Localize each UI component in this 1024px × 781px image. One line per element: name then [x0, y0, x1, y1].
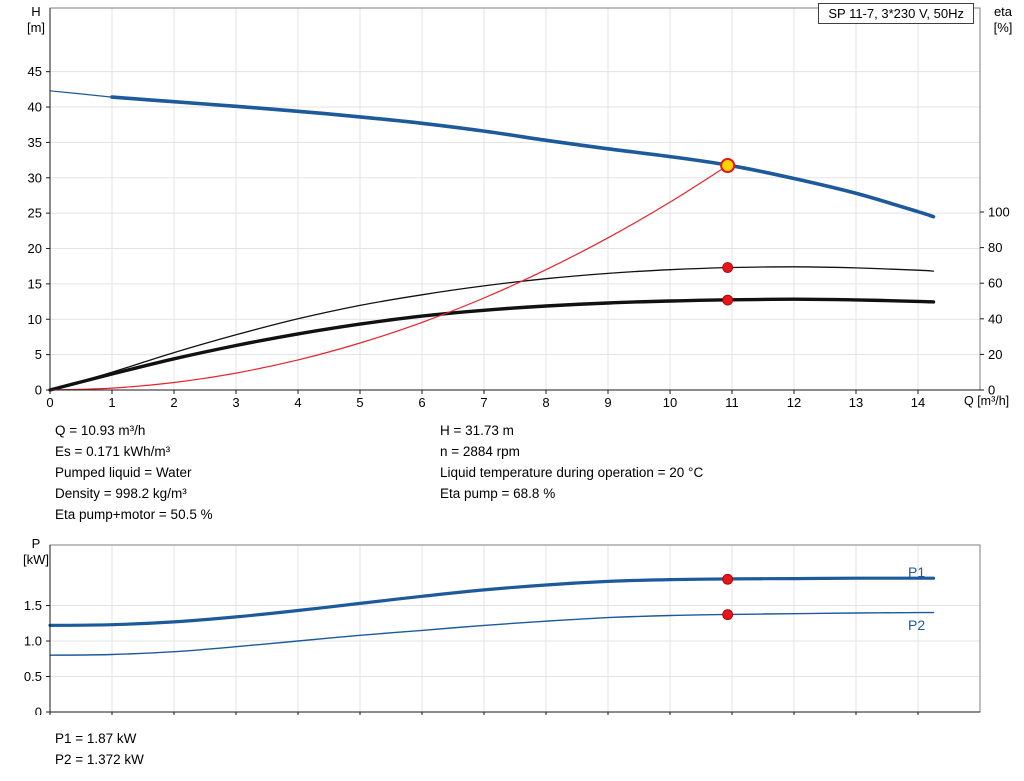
svg-text:1.0: 1.0 [24, 634, 42, 649]
annotation-head: H = 31.73 m [440, 423, 514, 438]
hq-curve [110, 95, 936, 219]
h-axis-unit: [m] [26, 20, 46, 35]
svg-text:0: 0 [46, 395, 53, 410]
svg-text:11: 11 [725, 395, 739, 410]
q-axis-label: Q [m³/h] [964, 394, 1010, 408]
p1-point [722, 573, 734, 585]
annotation-speed: n = 2884 rpm [440, 444, 520, 459]
svg-text:25: 25 [28, 206, 42, 221]
svg-text:40: 40 [28, 100, 42, 115]
svg-text:14: 14 [911, 395, 925, 410]
svg-text:80: 80 [988, 240, 1002, 255]
svg-text:1.5: 1.5 [24, 598, 42, 613]
svg-text:10: 10 [28, 312, 42, 327]
plot-border [49, 7, 981, 391]
svg-text:0: 0 [988, 383, 995, 398]
axes [49, 8, 980, 391]
annotation-liquid-temperature: Liquid temperature during operation = 20… [440, 465, 704, 480]
annotation-density: Density = 998.2 kg/m³ [55, 486, 187, 501]
svg-text:1: 1 [108, 395, 115, 410]
p2-series-label: P2 [908, 617, 926, 633]
power-chart: 0 0.5 1.0 1.5 [24, 544, 981, 716]
svg-text:0.5: 0.5 [24, 669, 42, 684]
p1-series-label: P1 [908, 564, 926, 580]
p2-point [722, 609, 734, 621]
p1-curve [48, 576, 936, 627]
annotation-specific-energy: Es = 0.171 kWh/m³ [55, 444, 171, 459]
svg-text:9: 9 [604, 395, 611, 410]
system-curve [49, 164, 729, 391]
svg-text:20: 20 [28, 241, 42, 256]
annotation-flow: Q = 10.93 m³/h [55, 423, 146, 438]
svg-text:100: 100 [988, 204, 1010, 219]
eta-axis-unit: [%] [993, 20, 1013, 35]
svg-text:8: 8 [542, 395, 549, 410]
grid [50, 545, 980, 712]
annotation-pumped-liquid: Pumped liquid = Water [55, 465, 192, 480]
pump-designation-box: SP 11-7, 3*230 V, 50Hz [818, 3, 974, 24]
power-annotations: P1 = 1.87 kW P2 = 1.372 kW [55, 728, 144, 770]
grid [50, 8, 980, 390]
p-axis-label: P [kW] [16, 536, 56, 568]
svg-text:5: 5 [356, 395, 363, 410]
svg-text:10: 10 [663, 395, 677, 410]
eta-pump-point [722, 262, 734, 273]
svg-text:6: 6 [418, 395, 425, 410]
h-axis-label: H [m] [16, 4, 56, 36]
tick-labels: 0 1 2 3 4 5 6 7 8 9 10 11 12 13 1405101520253035404502… [28, 64, 1010, 410]
h-axis-symbol: H [31, 4, 41, 19]
svg-text:20: 20 [988, 347, 1002, 362]
svg-text:0: 0 [35, 383, 42, 398]
svg-text:7: 7 [480, 395, 487, 410]
svg-text:2: 2 [170, 395, 177, 410]
eta-pump-motor-point [722, 294, 734, 306]
annotation-column-1: Q = 10.93 m³/h Es = 0.171 kWh/m³ Pumped … [55, 420, 213, 525]
svg-text:4: 4 [294, 395, 301, 410]
pump-performance-chart: 0 1 2 3 4 5 6 7 8 9 10 11 12 13 1405101520253035404502… [28, 7, 1010, 410]
operating-point [720, 158, 736, 174]
eta-pump-motor-curve [48, 297, 936, 392]
svg-text:35: 35 [28, 135, 42, 150]
svg-text:45: 45 [28, 64, 42, 79]
p-axis-symbol: P [31, 536, 41, 551]
annotation-eta-pump-motor: Eta pump+motor = 50.5 % [55, 507, 213, 522]
svg-text:40: 40 [988, 311, 1002, 326]
axes [49, 545, 980, 713]
plot-border [49, 544, 981, 713]
hq-lead-in [49, 90, 113, 98]
eta-axis-label: eta [%] [982, 4, 1024, 36]
svg-text:12: 12 [787, 395, 801, 410]
p2-curve [49, 611, 935, 656]
svg-text:5: 5 [35, 347, 42, 362]
annotation-p1: P1 = 1.87 kW [55, 731, 137, 746]
annotation-p2: P2 = 1.372 kW [55, 752, 144, 767]
svg-text:15: 15 [28, 276, 42, 291]
svg-text:60: 60 [988, 276, 1002, 291]
svg-text:0: 0 [35, 705, 42, 716]
svg-text:30: 30 [28, 170, 42, 185]
tick-labels: 0 0.5 1.0 1.5 [24, 598, 919, 716]
annotation-column-2: H = 31.73 m n = 2884 rpm Liquid temperat… [440, 420, 703, 504]
eta-pump-curve [49, 266, 935, 391]
p-axis-unit: [kW] [23, 552, 49, 567]
svg-text:13: 13 [849, 395, 863, 410]
svg-text:3: 3 [232, 395, 239, 410]
annotation-eta-pump: Eta pump = 68.8 % [440, 486, 556, 501]
eta-axis-symbol: eta [993, 4, 1013, 19]
